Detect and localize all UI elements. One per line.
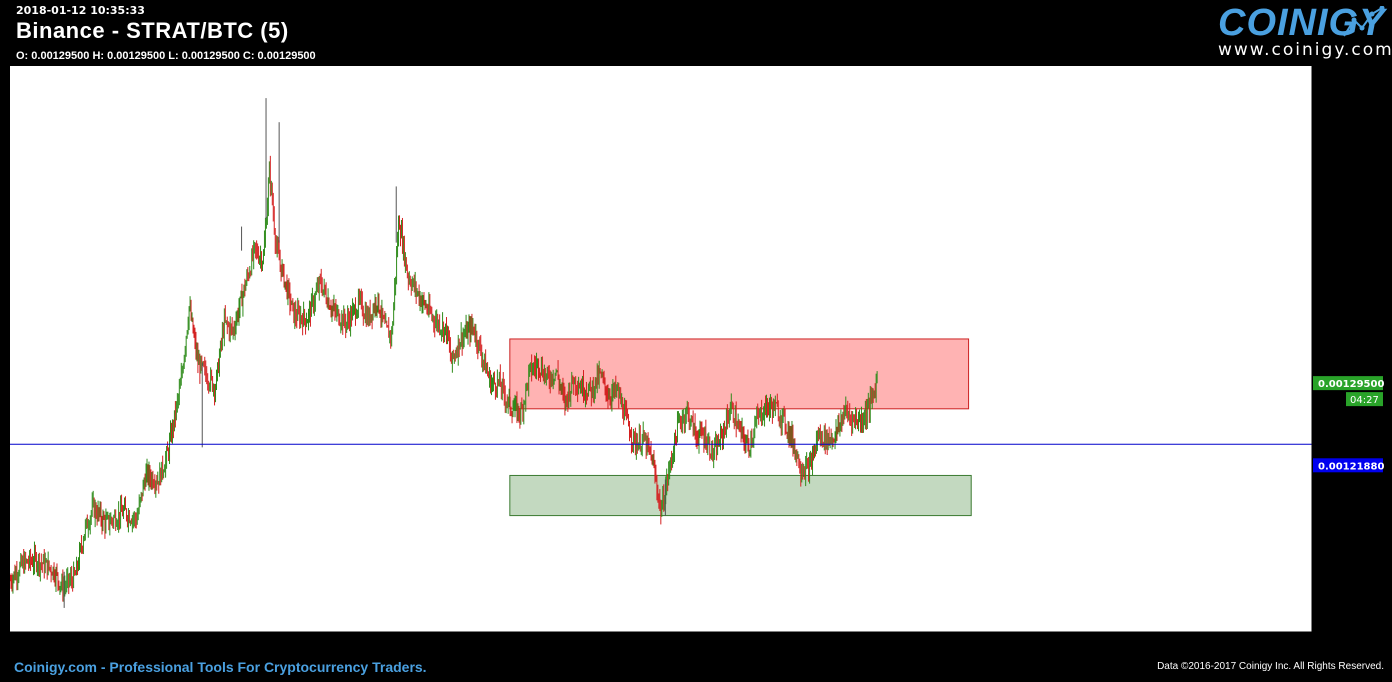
- logo-url: www.coinigy.com: [1218, 40, 1392, 60]
- support-zone[interactable]: [509, 474, 972, 517]
- y-tick-label: 0.00125000: [1319, 415, 1379, 426]
- chart-header: 2018-01-12 10:35:33 Binance - STRAT/BTC …: [0, 0, 1392, 66]
- ohlc-readout: O: 0.00129500 H: 0.00129500 L: 0.0012950…: [16, 50, 316, 62]
- hline-price-badge: [1313, 458, 1383, 473]
- y-tick-label: 0.00145000: [1319, 254, 1379, 265]
- coinigy-logo[interactable]: COINIGY www.coinigy.com: [1214, 2, 1392, 60]
- x-tick-label: 12: [789, 639, 803, 650]
- resistance-zone[interactable]: [509, 338, 970, 410]
- x-tick-label: 12:00: [695, 639, 724, 650]
- x-tick-label: 11: [615, 639, 629, 650]
- x-tick-label: 12:00: [1044, 639, 1073, 650]
- x-tick-label: 10: [440, 639, 454, 650]
- footer-tagline[interactable]: Coinigy.com - Professional Tools For Cry…: [14, 659, 427, 675]
- y-tick-label: 0.00165000: [1319, 94, 1379, 105]
- footer-bar: Coinigy.com - Professional Tools For Cry…: [0, 654, 1392, 682]
- hline-price-label: 0.00121880: [1318, 461, 1384, 472]
- logo-sparkline-icon: [1343, 6, 1385, 37]
- last-price-label: 0.00129500: [1318, 379, 1384, 390]
- x-tick-label: 13: [964, 639, 978, 650]
- y-tick-label: 0.00100000: [1319, 615, 1379, 626]
- y-tick-label: 0.00150000: [1319, 214, 1379, 225]
- candles: [10, 98, 878, 608]
- y-tick-label: 0.00105000: [1319, 575, 1379, 586]
- x-tick-label: 12:00: [170, 639, 199, 650]
- last-price-badge: [1313, 376, 1383, 391]
- x-tick-label: 8: [94, 639, 101, 650]
- y-tick-label: 0.00110000: [1319, 535, 1379, 546]
- y-tick-label: 0.00115000: [1319, 495, 1379, 506]
- y-tick-label: 0.00140000: [1319, 294, 1379, 305]
- candlestick-chart[interactable]: 0.00100000 0.00105000 0.00110000 0.00115000…: [0, 0, 1392, 654]
- x-tick-label: 9: [269, 639, 276, 650]
- y-tick-label: 0.00155000: [1319, 174, 1379, 185]
- x-tick-label: 12:00: [869, 639, 898, 650]
- chart-title: Binance - STRAT/BTC (5): [16, 18, 289, 43]
- footer-copyright: Data ©2016-2017 Coinigy Inc. All Rights …: [1157, 661, 1384, 672]
- y-tick-label: 0.00135000: [1319, 334, 1379, 345]
- y-tick-label: 0.00160000: [1319, 134, 1379, 145]
- x-tick-label: 12:00: [520, 639, 549, 650]
- timestamp: 2018-01-12 10:35:33: [16, 4, 145, 17]
- countdown-label: 04:27: [1350, 395, 1379, 406]
- countdown-badge: [1346, 392, 1383, 407]
- x-tick-label: 12:00: [345, 639, 374, 650]
